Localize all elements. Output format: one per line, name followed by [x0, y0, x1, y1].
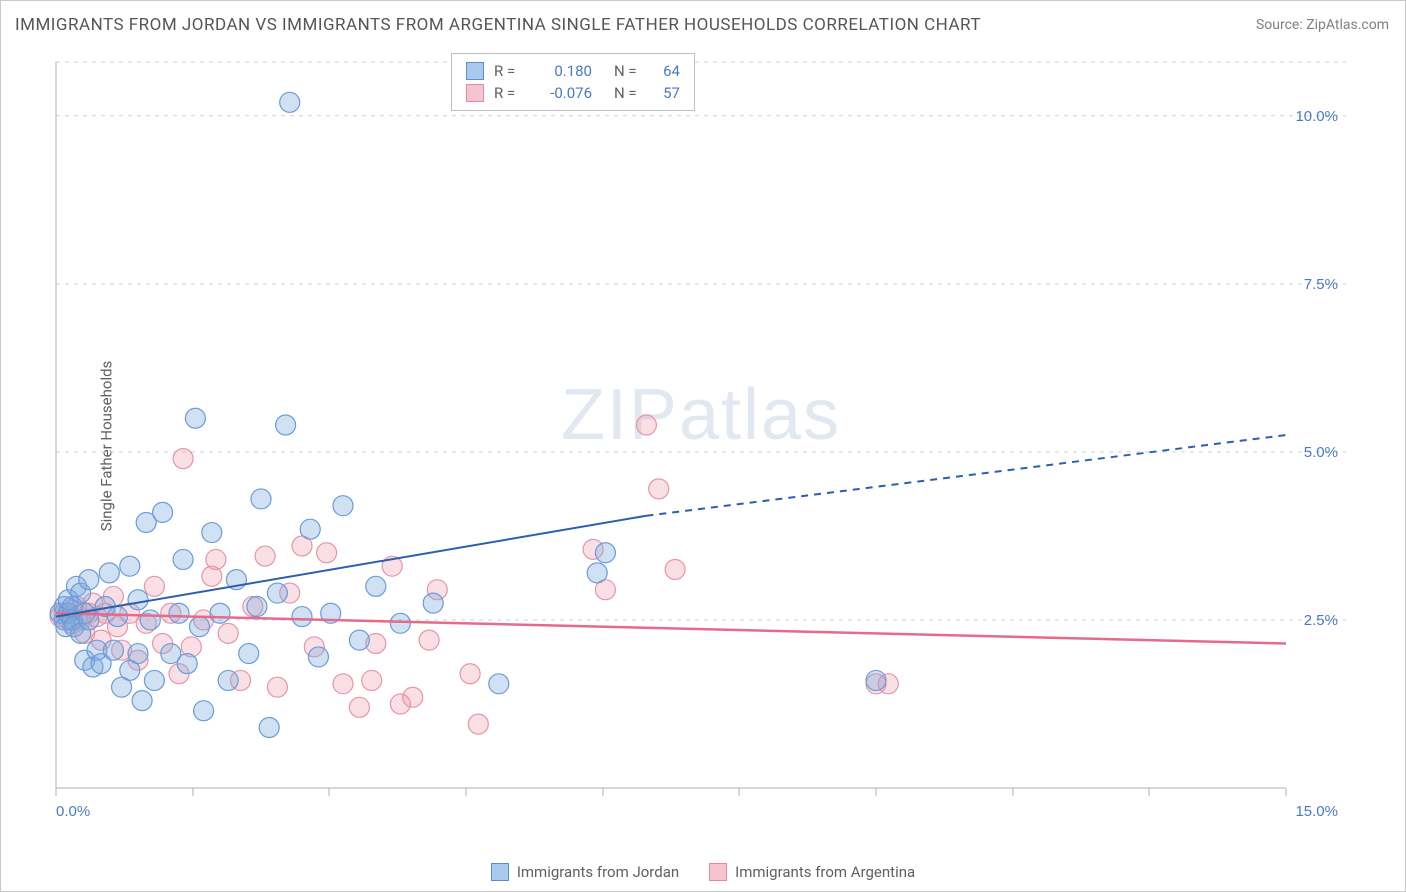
svg-text:5.0%: 5.0%: [1304, 444, 1338, 461]
n-label: N =: [614, 60, 642, 82]
swatch-jordan: [466, 62, 484, 80]
r-label: R =: [494, 82, 522, 104]
source-label: Source:: [1256, 17, 1303, 33]
r-label: R =: [494, 60, 522, 82]
r-value-argentina: -0.076: [532, 82, 592, 104]
correlation-legend: R = 0.180 N = 64 R = -0.076 N = 57: [451, 53, 695, 111]
scatter-plot-svg: 2.5% 5.0% 7.5% 10.0% 0.0% 15.0%: [56, 56, 1346, 836]
legend-row-jordan: R = 0.180 N = 64: [466, 60, 680, 82]
swatch-argentina-icon: [709, 863, 727, 881]
series-name-argentina: Immigrants from Argentina: [735, 863, 915, 881]
n-value-argentina: 57: [652, 82, 680, 104]
legend-row-argentina: R = -0.076 N = 57: [466, 82, 680, 104]
series-legend: Immigrants from Jordan Immigrants from A…: [1, 863, 1405, 881]
legend-item-argentina: Immigrants from Argentina: [709, 863, 915, 881]
svg-text:10.0%: 10.0%: [1295, 108, 1338, 125]
svg-text:0.0%: 0.0%: [56, 803, 90, 820]
plot-area: ZIPatlas 2.5%5.0%7.5%10.0%0.0%15.0%: [56, 56, 1346, 836]
swatch-argentina: [466, 84, 484, 102]
legend-item-jordan: Immigrants from Jordan: [491, 863, 679, 881]
svg-text:15.0%: 15.0%: [1295, 803, 1338, 820]
svg-text:7.5%: 7.5%: [1304, 276, 1338, 293]
source-attribution: Source: ZipAtlas.com: [1256, 17, 1389, 33]
series-name-jordan: Immigrants from Jordan: [517, 863, 679, 881]
chart-container: IMMIGRANTS FROM JORDAN VS IMMIGRANTS FRO…: [0, 0, 1406, 892]
swatch-jordan-icon: [491, 863, 509, 881]
chart-title: IMMIGRANTS FROM JORDAN VS IMMIGRANTS FRO…: [15, 15, 981, 35]
svg-text:2.5%: 2.5%: [1304, 612, 1338, 629]
r-value-jordan: 0.180: [532, 60, 592, 82]
n-label: N =: [614, 82, 642, 104]
source-link[interactable]: ZipAtlas.com: [1306, 17, 1389, 33]
n-value-jordan: 64: [652, 60, 680, 82]
